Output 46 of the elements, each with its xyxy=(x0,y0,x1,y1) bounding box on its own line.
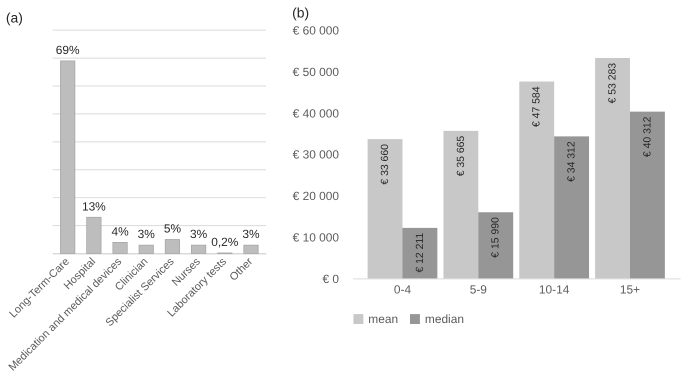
data-label: € 40 312 xyxy=(642,116,654,158)
x-tick-label: 0-4 xyxy=(394,282,412,297)
y-tick-label: € 0 xyxy=(322,272,340,286)
bar xyxy=(138,244,154,254)
bar xyxy=(443,130,478,278)
data-label: € 47 584 xyxy=(532,86,543,127)
bar xyxy=(60,60,76,254)
chart-title: (b) xyxy=(292,4,310,20)
legend-label: mean xyxy=(368,312,398,326)
y-tick-label: € 20 000 xyxy=(292,189,340,204)
bar xyxy=(595,58,630,278)
y-tick-label: € 60 000 xyxy=(292,24,340,38)
bar xyxy=(243,244,259,254)
data-label: 13% xyxy=(82,199,106,214)
bar xyxy=(478,212,514,278)
data-label: 5% xyxy=(164,222,182,236)
y-tick-label: € 50 000 xyxy=(292,64,340,79)
data-label: 4% xyxy=(111,224,130,238)
x-tick-label: 10-14 xyxy=(538,282,570,297)
data-label: 3% xyxy=(138,227,156,242)
data-label: 3% xyxy=(242,227,260,242)
data-label: € 15 990 xyxy=(490,216,502,258)
chart-title: (a) xyxy=(6,10,23,26)
x-tick-label: 5-9 xyxy=(470,282,488,297)
y-tick-label: € 40 000 xyxy=(292,106,340,120)
data-label: € 34 312 xyxy=(566,141,578,182)
data-label: € 53 283 xyxy=(608,62,619,104)
data-label: 69% xyxy=(56,42,80,57)
data-label: 0,2% xyxy=(211,235,239,250)
data-label: € 33 660 xyxy=(380,144,392,185)
bar xyxy=(630,112,665,278)
data-label: € 35 665 xyxy=(456,136,467,176)
data-label: 3% xyxy=(190,227,208,242)
bar xyxy=(519,82,554,278)
bar xyxy=(86,216,102,254)
data-label: € 12 211 xyxy=(414,232,426,273)
bar xyxy=(368,139,402,278)
y-tick-label: € 10 000 xyxy=(292,230,340,244)
bar xyxy=(164,239,180,254)
bar xyxy=(112,242,128,254)
bar xyxy=(191,244,206,254)
bar xyxy=(402,228,438,278)
bar xyxy=(554,136,590,278)
y-tick-label: € 30 000 xyxy=(292,148,340,162)
legend-label: median xyxy=(424,312,464,326)
x-tick-label: 15+ xyxy=(620,282,640,297)
